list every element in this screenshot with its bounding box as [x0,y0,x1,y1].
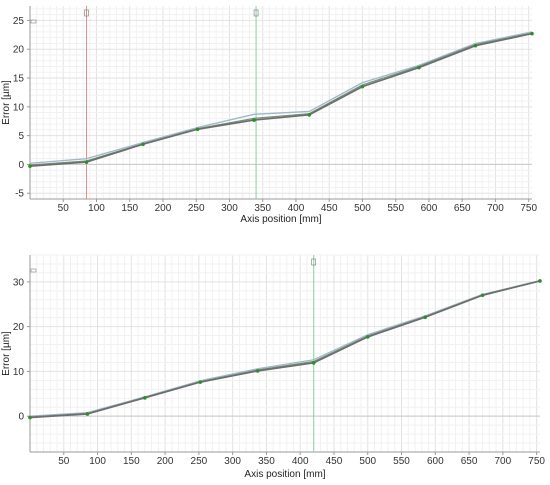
data-point [28,415,32,420]
chart-2: 50 100 150 200 250 300 350 400 450 500 550 600 650 70… [1,254,545,480]
x-tick-label: 750 [520,203,537,214]
x-tick-label: 150 [121,203,138,214]
series-line-3 [29,280,541,419]
data-point [141,142,145,147]
x-tick-label: 400 [288,203,305,214]
data-point [84,160,89,164]
x-tick-label: 650 [461,456,478,467]
x-tick-label: 50 [58,456,70,467]
x-tick-label: 100 [88,203,105,214]
data-point [307,113,312,117]
x-tick-label: 450 [321,203,338,214]
x-tick-label: 200 [157,456,174,467]
x-tick-label: 500 [354,203,371,214]
x-tick-label: 350 [258,456,275,467]
x-tick-label: 550 [387,203,404,214]
y-tick-label: 0 [18,412,24,423]
x-tick-label: 350 [254,203,271,214]
x-tick-label: 300 [221,203,238,214]
x-tick-label: 750 [528,456,545,467]
data-point [255,369,260,373]
x-axis-label: Axis position [mm] [240,214,321,225]
y-tick-label: 15 [13,74,25,85]
x-tick-label: 550 [393,456,410,467]
x-tick-label: 700 [487,203,504,214]
y-tick-label: 0 [18,160,24,171]
data-point [28,164,32,168]
series-line-3 [29,32,533,167]
data-point [252,118,256,122]
data-point [195,127,200,132]
x-tick-label: 150 [123,456,140,467]
y-tick-label: 10 [13,102,25,113]
data-point [311,361,316,365]
x-tick-label: 500 [359,456,376,467]
x-tick-label: 600 [427,456,444,467]
x-tick-label: 650 [454,203,471,214]
data-point [473,43,478,48]
x-tick-label: 700 [495,456,512,467]
data-point [530,31,534,36]
y-tick-label: -5 [15,189,24,200]
x-tick-label: 200 [155,203,172,214]
x-tick-label: 300 [224,456,241,467]
y-cursor-handle [30,268,37,273]
y-tick-label: 20 [13,322,25,333]
x-tick-label: 600 [421,203,438,214]
data-point [480,293,485,298]
data-point [360,84,365,89]
series-line-1 [29,31,533,164]
y-tick-label: 30 [13,277,25,288]
cursor-marker-handle [253,9,259,17]
y-cursor-handle [30,19,37,24]
cursor-marker-handle [84,9,89,17]
data-point [417,65,421,70]
x-tick-label: 400 [292,456,309,467]
x-axis-label: Axis position [mm] [244,469,325,480]
y-tick-label: 20 [13,45,25,56]
cursor-marker-handle [311,258,317,266]
y-tick-label: 10 [13,367,25,378]
data-point [365,335,370,339]
data-point [143,396,147,400]
x-tick-label: 250 [191,456,208,467]
x-tick-label: 250 [188,203,205,214]
data-point [85,412,90,416]
data-point [538,279,542,283]
y-axis-label: Error [µm] [1,331,12,376]
chart-1: 50 100 150 200 250 300 350 400 450 500 550 600 650 70… [1,6,537,225]
grid [30,6,532,200]
y-axis-label: Error [µm] [1,80,12,125]
x-tick-label: 450 [326,456,343,467]
x-tick-label: 100 [89,456,106,467]
series-line-2 [29,32,533,166]
data-point [423,315,427,320]
y-tick-label: 5 [18,131,24,142]
y-tick-label: 25 [13,16,25,27]
x-tick-label: 50 [58,203,70,214]
data-point [198,380,203,384]
